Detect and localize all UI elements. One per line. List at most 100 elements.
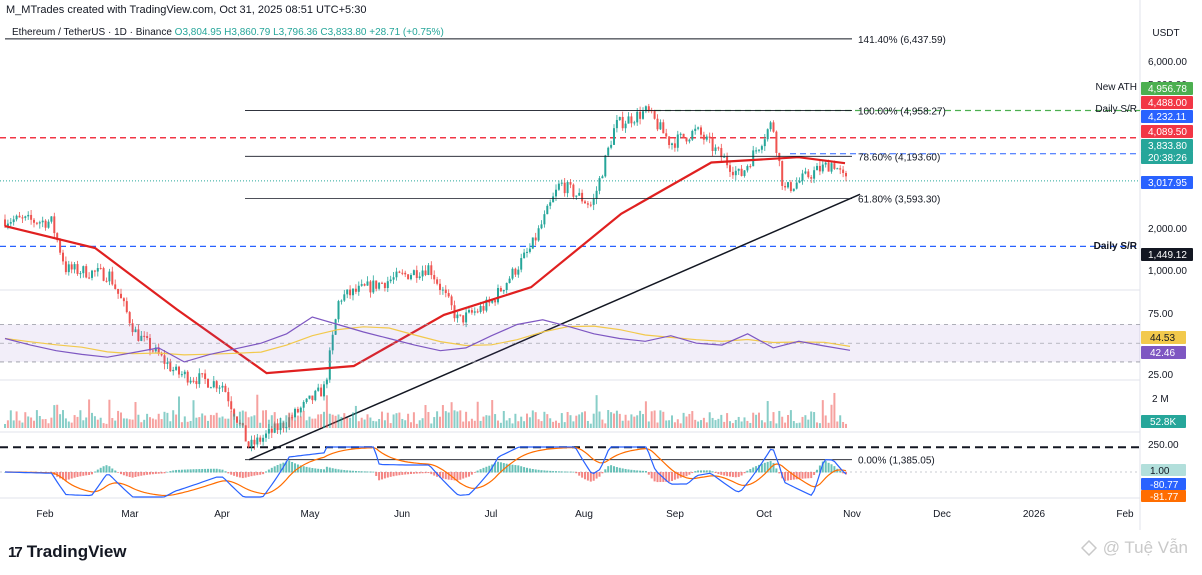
volume-bar (323, 411, 325, 428)
macd-hist-bar (789, 472, 792, 481)
candle-body (221, 385, 224, 388)
macd-hist-bar (325, 466, 328, 473)
candle-body (346, 289, 349, 295)
candle-body (383, 282, 386, 289)
trendline[interactable] (248, 193, 861, 461)
tradingview-logo[interactable]: 17 TradingView (8, 542, 127, 562)
candle-body (53, 216, 56, 234)
macd-hist-bar (505, 463, 508, 473)
rsi-pane (0, 316, 1140, 363)
macd-hist-bar (108, 466, 111, 473)
candle-body (421, 270, 424, 277)
candle-body (781, 161, 784, 186)
candle-body (70, 264, 73, 270)
volume-bar (633, 416, 636, 428)
volume-bar (169, 421, 172, 428)
macd-hist-bar (415, 472, 418, 474)
macd-hist-bar (328, 467, 331, 473)
volume-bar (128, 419, 131, 428)
candle-body (267, 428, 270, 434)
volume-bar (386, 412, 389, 428)
macd-hist-bar (238, 472, 241, 478)
volume-bar (412, 412, 415, 428)
macd-hist-bar (204, 468, 207, 473)
candle-body (125, 301, 128, 313)
macd-hist-bar (178, 469, 180, 473)
volume-bar (204, 415, 207, 428)
level-annotation: Daily S/R (1094, 241, 1138, 252)
fib-label: 141.40% (6,437.59) (858, 35, 946, 46)
macd-hist-bar (523, 467, 526, 473)
macd-hist-bar (114, 470, 117, 473)
volume-bar (183, 416, 186, 428)
chart-canvas[interactable]: 141.40% (6,437.59) 100.00% (4,958.27) 78.6… (0, 0, 1202, 530)
volume-bar (131, 419, 134, 428)
volume-bar (146, 413, 149, 428)
macd-hist-bar (665, 472, 668, 482)
candle-body (114, 284, 117, 289)
candle-body (618, 116, 621, 120)
volume-bar (230, 411, 233, 428)
volume-bar (763, 422, 766, 428)
candle-body (296, 408, 299, 413)
macd-hist-bar (784, 472, 787, 482)
macd-hist-bar (743, 472, 746, 474)
symbol-ohlc-line: Ethereum / TetherUS · 1D · Binance O3,80… (12, 27, 444, 38)
macd-hist-bar (236, 472, 238, 477)
candle-body (18, 215, 21, 218)
volume-bar (64, 418, 67, 428)
candle-body (334, 319, 337, 335)
macd-hist-bar (125, 472, 128, 477)
candle-body (804, 171, 807, 174)
volume-bar (250, 416, 253, 428)
volume-bar (279, 418, 282, 428)
candle-body (207, 378, 209, 388)
price-tag-text: 4,488.00 (1148, 98, 1187, 109)
candle-body (325, 379, 328, 385)
currency-button[interactable]: USDT (1152, 27, 1180, 39)
price-tag-bg (1141, 110, 1193, 123)
macd-hist-bar (224, 471, 227, 473)
macd-hist-bar (105, 465, 108, 473)
volume-bar (758, 412, 760, 428)
candle-body (456, 314, 459, 319)
volume-bar (305, 420, 308, 428)
price-tag: 3,833.80 (1141, 139, 1193, 152)
candle-body (369, 281, 372, 293)
candle-body (581, 192, 584, 202)
macd-hist-bar (647, 472, 650, 475)
candle-body (543, 214, 546, 225)
candle-body (465, 312, 468, 323)
volume-bar (33, 420, 35, 428)
time-axis-label: May (301, 509, 320, 520)
macd-hist-bar (549, 470, 552, 473)
macd-hist-bar (160, 472, 163, 474)
macd-hist-bar (584, 472, 586, 480)
volume-bar (163, 411, 166, 428)
volume-bar (720, 414, 723, 428)
volume-bar (285, 415, 288, 428)
volume-bar (134, 402, 137, 428)
macd-hist-bar (511, 464, 514, 473)
volume-bar (436, 411, 439, 428)
candle-body (679, 133, 682, 135)
candle-body (731, 171, 734, 176)
volume-bar (578, 414, 581, 428)
candle-body (328, 350, 331, 380)
tradingview-brand: TradingView (26, 542, 127, 561)
macd-hist-bar (668, 472, 671, 482)
candle-body (482, 306, 485, 311)
macd-hist-bar (99, 467, 102, 473)
candle-body (143, 335, 146, 337)
macd-hist-bar (96, 469, 99, 473)
time-axis[interactable]: Feb Mar Apr May Jun Jul Aug Sep Oct Nov Dec 2026 Feb (36, 509, 1134, 520)
candle-body (830, 163, 833, 172)
volume-bar (337, 414, 340, 428)
price-tag-bg (1141, 176, 1193, 189)
candle-body (555, 189, 557, 197)
macd-hist-bar (346, 470, 349, 473)
volume-bar (810, 411, 813, 428)
candle-body (818, 165, 821, 172)
candle-body (430, 265, 433, 276)
volume-bar (375, 421, 378, 428)
